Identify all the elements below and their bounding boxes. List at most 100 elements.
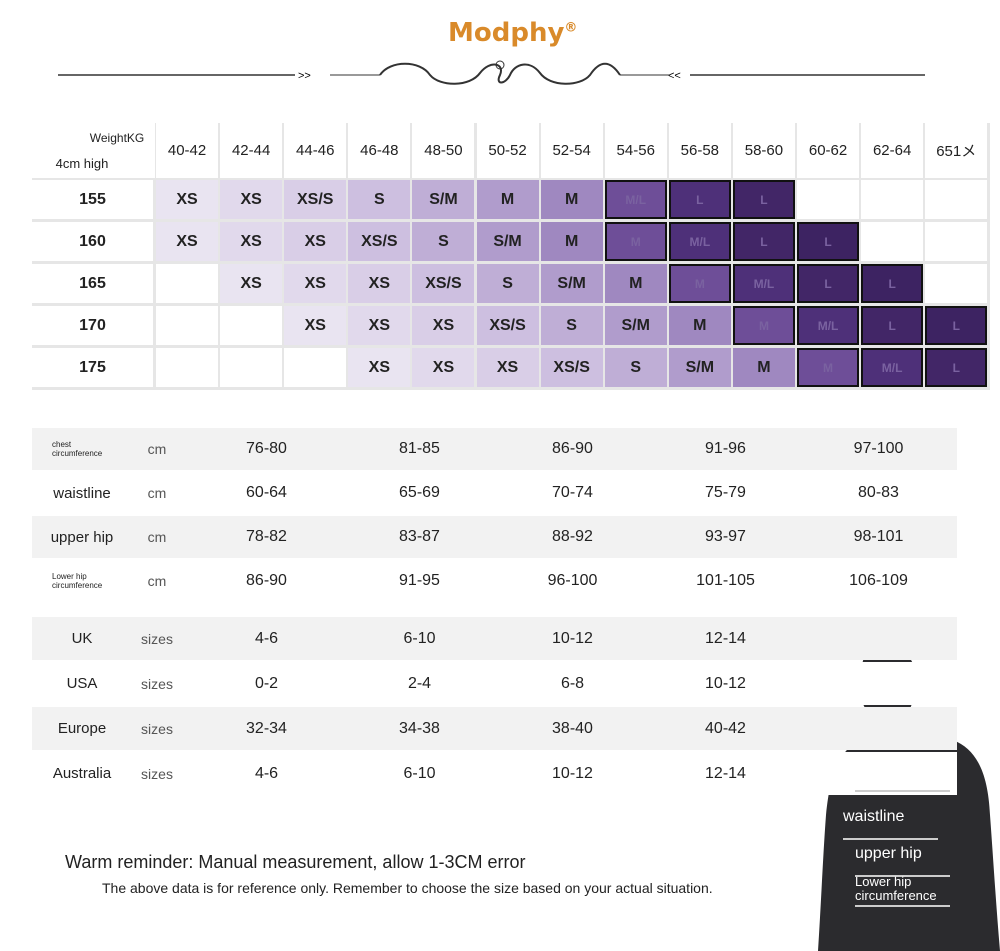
size-cell: S [604, 348, 667, 387]
row-unit: sizes [141, 720, 173, 737]
size-cell: L [797, 222, 860, 261]
value-cell: 81-85 [399, 440, 440, 457]
value-cell: 106-109 [849, 572, 908, 589]
row-height: 165 [32, 264, 153, 303]
row-background [32, 662, 957, 705]
size-cell: XS [412, 348, 475, 387]
row-label: Europe [57, 720, 107, 737]
reminder-title: Warm reminder: Manual measurement, allow… [65, 851, 526, 872]
figure-label: Chest country [855, 760, 950, 792]
size-cell: M [476, 180, 539, 219]
empty-cell [156, 264, 219, 303]
value-cell: 91-95 [399, 572, 440, 589]
value-cell: 4-6 [254, 629, 279, 647]
column-header: 651メ [925, 123, 988, 178]
row-label: Lower hip circumference [52, 572, 103, 590]
row-unit: cm [147, 485, 167, 501]
size-cell: S [540, 306, 603, 345]
value-cell: 83-87 [399, 528, 440, 545]
value-cell: 80-83 [858, 484, 899, 501]
size-cell: S [348, 180, 411, 219]
row-background [32, 707, 957, 750]
row-unit: cm [147, 441, 167, 457]
empty-cell [861, 222, 924, 261]
value-cell: 38-40 [552, 719, 593, 737]
value-cell: 32-34 [246, 719, 287, 737]
corner-weight: WeightKG [89, 131, 145, 145]
empty-cell [925, 264, 988, 303]
row-background [32, 752, 957, 795]
value-cell: 10-12 [552, 629, 593, 647]
value-cell: 96-100 [547, 572, 598, 589]
size-cell: M [668, 264, 731, 303]
column-header: 58-60 [732, 123, 795, 178]
size-cell: XS [412, 306, 475, 345]
value-cell: 40-42 [705, 719, 746, 737]
value-cell: 12-14 [705, 629, 746, 647]
value-cell: 34-38 [399, 719, 440, 737]
value-cell: 98-101 [853, 528, 904, 545]
brand-mark: ® [564, 20, 578, 36]
empty-cell [925, 222, 988, 261]
column-header: 60-62 [797, 123, 860, 178]
value-cell: 10-12 [552, 764, 593, 782]
value-cell: 93-97 [705, 528, 746, 545]
column-header: 52-54 [540, 123, 603, 178]
value-cell: 86-90 [246, 572, 287, 589]
row-label: UK [71, 630, 93, 647]
size-cell: XS/S [476, 306, 539, 345]
size-cell: M [604, 222, 667, 261]
column-header: 48-50 [412, 123, 475, 178]
row-label: waistline [53, 484, 111, 502]
figure-label: waistline [843, 808, 938, 840]
value-cell: 76-80 [246, 440, 287, 457]
value-cell: 2-4 [407, 674, 432, 692]
column-header: 44-46 [284, 123, 347, 178]
row-background [32, 560, 957, 602]
value-cell: 65-69 [399, 484, 440, 501]
row-background [32, 472, 957, 514]
silhouette [818, 645, 1000, 951]
size-cell: M/L [604, 180, 667, 219]
empty-cell [925, 180, 988, 219]
size-cell: XS [348, 264, 411, 303]
size-cell: M [732, 348, 795, 387]
column-header: 54-56 [604, 123, 667, 178]
row-background [32, 516, 957, 558]
size-cell: M [540, 180, 603, 219]
size-cell: L [797, 264, 860, 303]
size-cell: S/M [604, 306, 667, 345]
size-cell: M [668, 306, 731, 345]
size-cell: XS [220, 264, 283, 303]
size-cell: M/L [797, 306, 860, 345]
row-unit: cm [147, 529, 167, 545]
row-unit: sizes [141, 675, 173, 692]
size-cell: S/M [540, 264, 603, 303]
row-height: 170 [32, 306, 153, 345]
size-cell: M/L [732, 264, 795, 303]
value-cell: 12-14 [705, 764, 746, 782]
size-cell: L [732, 180, 795, 219]
value-cell: 75-79 [705, 484, 746, 501]
column-header: 62-64 [861, 123, 924, 178]
divider-right: << [668, 70, 681, 82]
size-cell: XS [156, 180, 219, 219]
reminder-note: The above data is for reference only. Re… [102, 880, 713, 896]
value-cell: 6-8 [560, 674, 585, 692]
value-cell: 70-74 [552, 484, 593, 501]
size-cell: S [412, 222, 475, 261]
size-cell: L [861, 306, 924, 345]
size-cell: XS [156, 222, 219, 261]
row-background [32, 428, 957, 470]
value-cell: 4-6 [254, 764, 279, 782]
row-unit: cm [147, 573, 167, 589]
size-cell: XS [284, 264, 347, 303]
figure-label: Lower hip circumference [855, 875, 950, 907]
size-cell: XS/S [348, 222, 411, 261]
value-cell: 91-96 [705, 440, 746, 457]
size-cell: XS [284, 306, 347, 345]
value-cell: 60-64 [246, 484, 287, 501]
row-height: 160 [32, 222, 153, 261]
size-cell: XS [348, 348, 411, 387]
value-cell: 86-90 [552, 440, 593, 457]
